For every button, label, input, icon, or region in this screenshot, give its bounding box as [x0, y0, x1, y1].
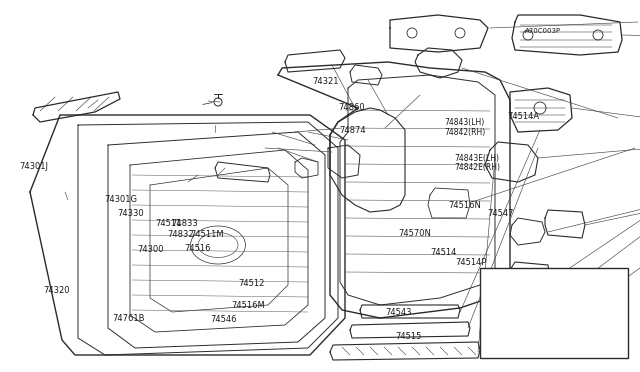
Text: 74842(RH): 74842(RH) [445, 128, 486, 137]
Text: 74511M: 74511M [191, 230, 225, 239]
Text: 74301J: 74301J [19, 162, 48, 171]
Text: 74511: 74511 [155, 219, 181, 228]
Text: 74514A: 74514A [507, 112, 539, 121]
Bar [480, 268, 628, 358]
Text: 74512: 74512 [238, 279, 264, 288]
Text: 74516N: 74516N [448, 201, 481, 210]
Text: 74514P: 74514P [456, 258, 487, 267]
Text: 74832: 74832 [168, 230, 195, 239]
Text: 74843E(LH): 74843E(LH) [454, 154, 499, 163]
Text: 74833: 74833 [172, 219, 198, 228]
Text: 74514: 74514 [430, 248, 456, 257]
Text: A70C003P: A70C003P [525, 28, 561, 33]
Text: 74543: 74543 [385, 308, 412, 317]
Text: 74860: 74860 [338, 103, 365, 112]
Text: 74516M: 74516M [232, 301, 266, 310]
Text: 74300: 74300 [138, 245, 164, 254]
Text: 74874: 74874 [339, 126, 366, 135]
Text: 74880: 74880 [512, 324, 539, 333]
Text: 74547: 74547 [488, 209, 514, 218]
Text: 74321: 74321 [312, 77, 339, 86]
Text: 74570N: 74570N [398, 229, 431, 238]
Text: 74546: 74546 [210, 315, 236, 324]
Text: 74515: 74515 [396, 332, 422, 341]
Text: 74761B: 74761B [112, 314, 145, 323]
Text: 74843(LH): 74843(LH) [445, 118, 485, 127]
Text: 74320: 74320 [44, 286, 70, 295]
Text: 74842E(RH): 74842E(RH) [454, 163, 500, 172]
Text: 74516: 74516 [184, 244, 211, 253]
Text: 74301G: 74301G [104, 195, 138, 203]
Text: 74330: 74330 [117, 209, 144, 218]
